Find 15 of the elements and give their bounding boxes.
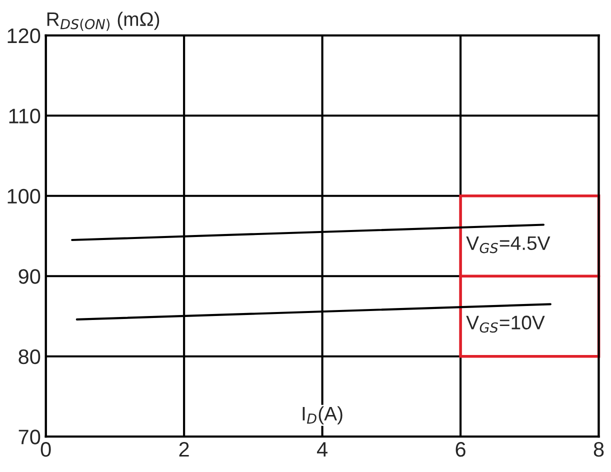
x-tick-label: 6 (456, 442, 466, 457)
y-tick-label: 120 (8, 28, 40, 44)
y-tick-label: 70 (18, 430, 40, 444)
y-axis-title: R$_{DS(ON)}$ (mΩ) (47, 12, 160, 31)
y-tick-label: 80 (18, 349, 40, 364)
x-tick-label: 2 (179, 442, 189, 457)
x-tick-label: 0 (40, 442, 51, 457)
x-tick-label: 8 (594, 442, 604, 457)
x-tick-label: 4 (316, 442, 328, 457)
y-tick-label: 100 (8, 188, 40, 204)
series-label: V$_{GS}$=4.5V (466, 236, 550, 254)
series-label: V$_{GS}$=10V (466, 316, 545, 333)
y-tick-label: 90 (18, 269, 40, 284)
y-tick-label: 110 (9, 108, 40, 124)
x-axis-title: I$_{D}$(A) (302, 406, 342, 424)
